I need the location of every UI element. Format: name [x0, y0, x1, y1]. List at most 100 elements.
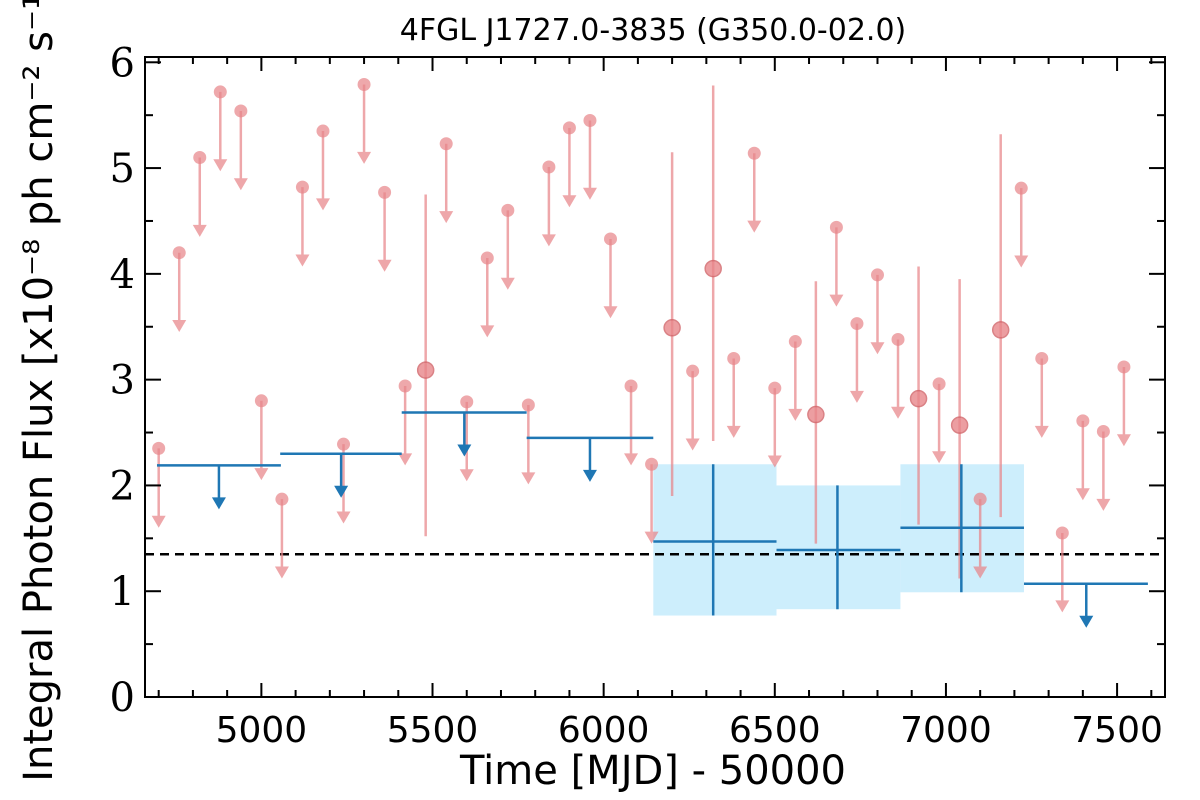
monthly-upper-limit-arrow-26-head: [685, 438, 700, 451]
monthly-point-27: [704, 259, 722, 278]
monthly-upper-limit-arrow-16-head: [480, 325, 495, 338]
y-tick-label: 1: [110, 569, 135, 615]
monthly-upper-limit-arrow-43-head: [1034, 425, 1049, 438]
monthly-upper-limit-arrow-11-head: [377, 259, 392, 272]
x-tick-label: 6000: [558, 710, 650, 751]
monthly-upper-limit-arrow-36-head: [891, 406, 906, 419]
yearly-upper-limit-arrow-3: [582, 437, 597, 482]
monthly-upper-limit-arrow-17: [500, 210, 515, 290]
monthly-upper-limit-arrow-23: [624, 385, 639, 466]
monthly-upper-limit-arrow-45-head: [1075, 488, 1090, 501]
monthly-upper-limit-arrow-46-head: [1096, 498, 1111, 511]
monthly-upper-limit-arrow-0-head: [151, 515, 166, 528]
monthly-upper-limit-arrow-12-head: [398, 453, 413, 466]
monthly-upper-limit-arrow-18: [521, 405, 536, 485]
monthly-upper-limit-arrow-43: [1034, 358, 1049, 438]
axes: 5000 5500 6000 6500 7000 7500 0 1 2 3 4 5 6: [110, 40, 1166, 751]
y-tick-label: 4: [110, 252, 135, 298]
monthly-upper-limit-arrow-44-head: [1055, 600, 1070, 613]
x-tick-label: 5500: [387, 710, 479, 751]
yearly-upper-limit-arrow-7-head: [1079, 615, 1094, 628]
y-axis-label: Integral Photon Flux [x10⁻⁸ ph cm⁻² s⁻¹]: [16, 0, 62, 782]
monthly-upper-limit-arrow-3: [213, 91, 228, 172]
monthly-upper-limit-arrow-9-head: [336, 511, 351, 524]
monthly-point-25: [663, 319, 681, 337]
y-tick-label: 3: [110, 358, 135, 404]
monthly-upper-limit-arrow-6: [274, 499, 289, 579]
monthly-upper-limit-arrow-31-head: [788, 408, 803, 421]
monthly-upper-limit-arrow-46: [1096, 431, 1111, 511]
monthly-point-39: [950, 416, 969, 434]
y-tick-label: 2: [110, 463, 135, 509]
y-tick-label: 6: [110, 40, 135, 86]
monthly-upper-limit-arrow-35: [870, 274, 885, 355]
monthly-upper-limit-arrow-19-head: [541, 234, 556, 247]
monthly-upper-limit-arrow-4: [233, 110, 248, 191]
monthly-upper-limit-arrow-29-head: [747, 220, 762, 233]
monthly-upper-limit-arrow-16: [480, 257, 495, 338]
monthly-upper-limit-arrow-6-head: [274, 566, 289, 579]
monthly-upper-limit-arrow-15: [459, 401, 474, 482]
chart-title: 4FGL J1727.0-3835 (G350.0-02.0): [400, 13, 907, 48]
monthly-upper-limit-arrow-31: [788, 341, 803, 421]
monthly-upper-limit-arrow-5: [254, 400, 269, 481]
monthly-upper-limit-arrow-1: [172, 252, 187, 333]
monthly-upper-limit-arrow-2-head: [192, 224, 207, 237]
monthly-upper-limit-arrow-5-head: [254, 468, 269, 481]
monthly-upper-limit-arrow-42-head: [1014, 255, 1029, 268]
x-tick-label: 7000: [900, 710, 992, 751]
y-tick-label: 5: [110, 146, 135, 192]
monthly-upper-limit-arrow-22-head: [603, 306, 618, 319]
monthly-upper-limit-arrow-20: [562, 127, 577, 208]
monthly-upper-limit-arrow-8-head: [315, 198, 330, 211]
monthly-upper-limit-arrow-21: [582, 120, 597, 200]
y-tick-label: 0: [110, 675, 135, 721]
monthly-upper-limit-arrow-8: [315, 131, 330, 211]
monthly-upper-limit-arrow-33-head: [829, 294, 844, 307]
monthly-point-32: [807, 405, 825, 424]
monthly-upper-limit-arrow-28: [726, 358, 741, 438]
yearly-upper-limit-arrow-7: [1079, 583, 1094, 628]
monthly-upper-limit-arrow-36: [891, 339, 906, 419]
monthly-upper-limit-arrow-2: [192, 157, 207, 237]
monthly-upper-limit-arrow-11: [377, 192, 392, 272]
yearly-upper-limit-arrow-1-head: [334, 485, 349, 498]
monthly-upper-limit-arrow-9: [336, 444, 351, 524]
monthly-upper-limit-arrow-3-head: [213, 159, 228, 172]
x-tick-label: 5000: [216, 710, 308, 751]
yearly-upper-limit-arrow-2: [457, 412, 472, 457]
monthly-upper-limit-arrow-42: [1014, 188, 1029, 268]
monthly-point-41: [991, 321, 1010, 339]
monthly-upper-limit-arrow-10-head: [357, 151, 372, 164]
monthly-upper-limit-arrow-18-head: [521, 472, 536, 485]
monthly-upper-limit-arrow-24: [644, 464, 659, 544]
x-tick-label: 6500: [729, 710, 821, 751]
monthly-upper-limit-arrow-34-head: [849, 390, 864, 403]
monthly-upper-limit-arrow-19: [541, 167, 556, 247]
monthly-upper-limit-arrow-33: [829, 227, 844, 307]
monthly-upper-limit-arrow-30: [767, 388, 782, 468]
plot-area: [145, 78, 1165, 628]
monthly-upper-limit-arrow-12: [398, 385, 413, 466]
monthly-upper-limit-arrow-15-head: [459, 469, 474, 482]
monthly-upper-limit-arrow-47: [1116, 366, 1131, 447]
yearly-upper-limit-arrow-0: [211, 465, 226, 510]
monthly-upper-limit-arrow-4-head: [233, 178, 248, 191]
x-axis-label: Time [MJD] - 50000: [459, 748, 846, 794]
monthly-upper-limit-arrow-17-head: [500, 277, 515, 290]
yearly-upper-limit-arrow-2-head: [457, 444, 472, 457]
monthly-upper-limit-arrow-26: [685, 371, 700, 451]
monthly-upper-limit-arrow-38: [932, 383, 947, 464]
yearly-upper-limit-arrow-3-head: [582, 469, 597, 482]
monthly-upper-limit-arrow-44: [1055, 533, 1070, 613]
monthly-upper-limit-arrow-0: [151, 448, 166, 528]
monthly-upper-limit-arrow-22: [603, 238, 618, 319]
monthly-upper-limit-arrow-20-head: [562, 195, 577, 208]
yearly-upper-limit-arrow-1: [334, 453, 349, 498]
monthly-upper-limit-arrow-40-head: [973, 566, 988, 579]
monthly-upper-limit-arrow-40: [973, 499, 988, 579]
monthly-upper-limit-arrow-7-head: [295, 254, 310, 267]
monthly-upper-limit-arrow-47-head: [1116, 434, 1131, 447]
monthly-upper-limit-arrow-45: [1075, 420, 1090, 501]
